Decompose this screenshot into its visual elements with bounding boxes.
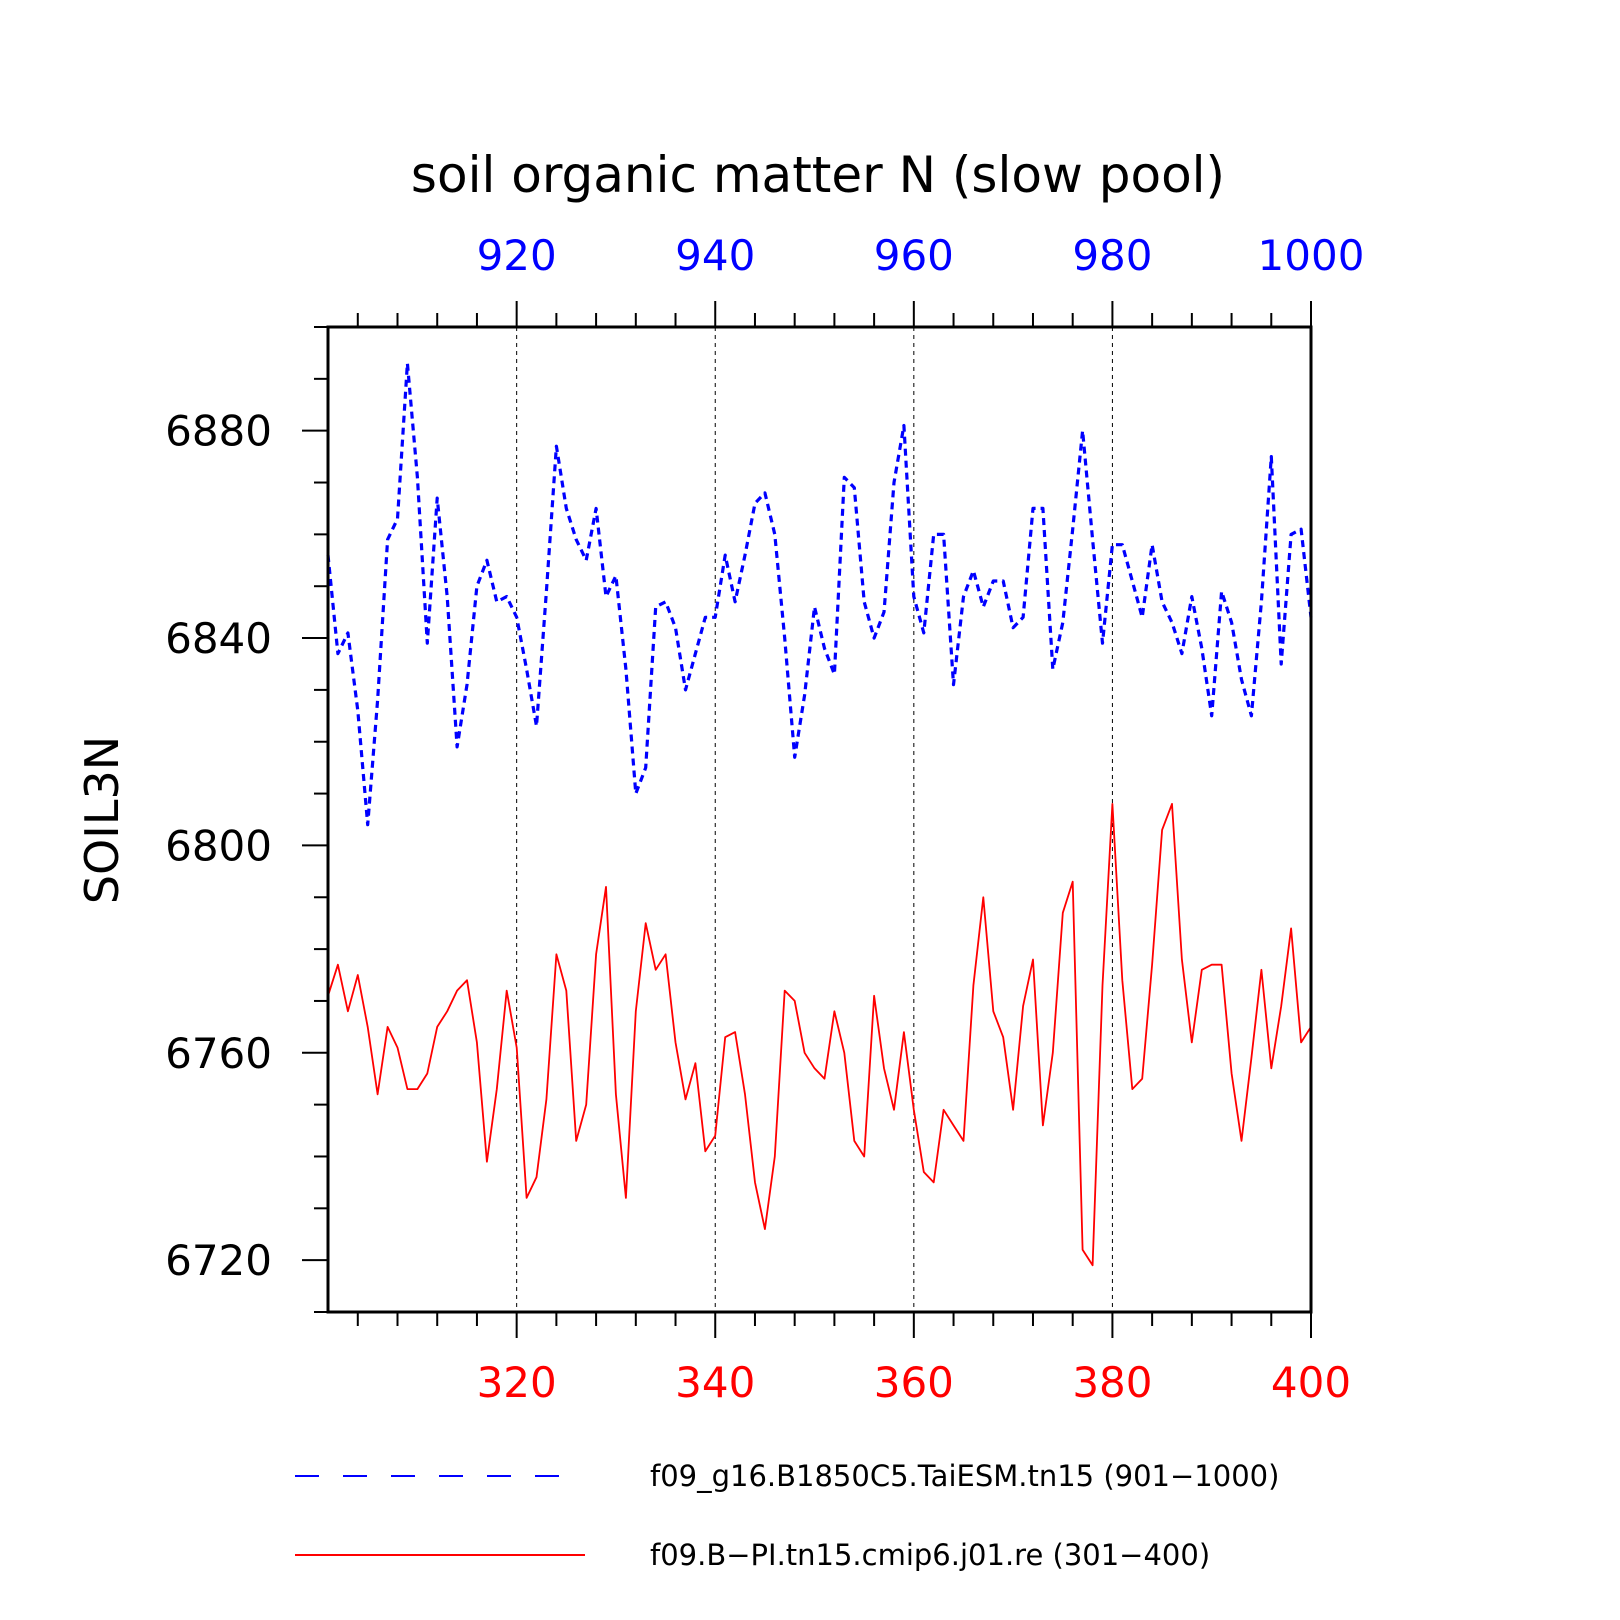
x-bottom-tick-label: 320 xyxy=(477,1358,557,1407)
y-tick-label: 6720 xyxy=(165,1236,272,1285)
x-top-tick-label: 1000 xyxy=(1258,231,1365,280)
legend-label-taiesm: f09_g16.B1850C5.TaiESM.tn15 (901−1000) xyxy=(650,1459,1279,1493)
legend: f09_g16.B1850C5.TaiESM.tn15 (901−1000) f… xyxy=(295,1459,1279,1572)
chart-title: soil organic matter N (slow pool) xyxy=(411,146,1225,204)
y-tick-label: 6760 xyxy=(165,1029,272,1078)
x-top-tick-label: 980 xyxy=(1072,231,1152,280)
axes: 6720 6760 6800 6840 6880 320 340 360 380 400 920 94… xyxy=(165,231,1364,1407)
legend-label-cmip6: f09.B−PI.tn15.cmip6.j01.re (301−400) xyxy=(650,1538,1210,1572)
x-bottom-tick-label: 380 xyxy=(1072,1358,1152,1407)
series-layer xyxy=(326,361,1313,1267)
y-axis-label: SOIL3N xyxy=(75,736,129,904)
x-top-tick-label: 920 xyxy=(477,231,557,280)
x-bottom-tick-label: 360 xyxy=(874,1358,954,1407)
x-bottom-tick-label: 340 xyxy=(675,1358,755,1407)
y-tick-label: 6880 xyxy=(165,407,272,456)
y-tick-label: 6840 xyxy=(165,614,272,663)
x-top-tick-label: 960 xyxy=(874,231,954,280)
x-top-tick-label: 940 xyxy=(675,231,755,280)
plot-frame xyxy=(326,325,1313,1314)
series-line-1 xyxy=(327,803,1312,1267)
series-line-0 xyxy=(326,361,1313,827)
y-tick-label: 6800 xyxy=(165,821,272,870)
x-bottom-tick-label: 400 xyxy=(1271,1358,1351,1407)
grid-lines xyxy=(516,327,1113,1312)
